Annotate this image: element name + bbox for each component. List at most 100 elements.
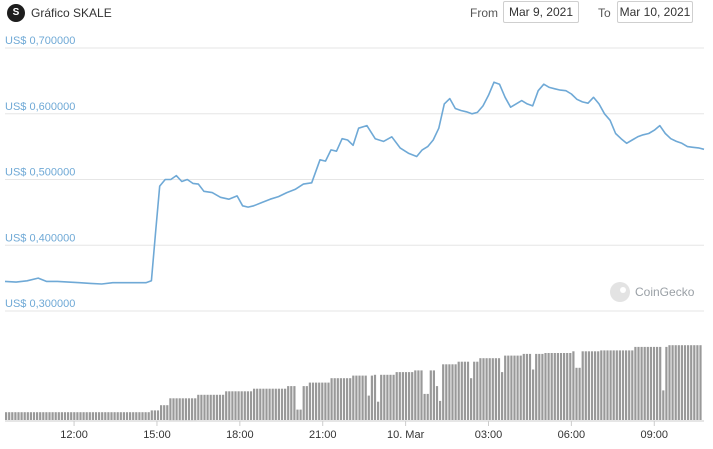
volume-bar — [414, 370, 417, 420]
y-tick-label: US$ 0,500000 — [5, 167, 75, 179]
price-line — [4, 81, 705, 285]
volume-bar — [668, 345, 671, 420]
volume-bar — [355, 375, 358, 420]
volume-bar — [156, 410, 160, 420]
volume-bar — [451, 364, 454, 420]
volume-bar — [401, 372, 404, 420]
volume-bar — [76, 412, 79, 420]
volume-bar — [318, 382, 321, 420]
volume-bar — [671, 345, 674, 420]
volume-bar — [590, 351, 594, 420]
volume-bar — [550, 353, 553, 420]
volume-bar — [271, 388, 274, 420]
volume-bar — [364, 375, 367, 420]
volume-bar — [262, 388, 265, 420]
volume-bar — [259, 388, 262, 420]
volume-bar — [680, 345, 683, 420]
volume-bar — [488, 358, 491, 420]
volume-bar — [132, 412, 135, 420]
volume-bar — [457, 361, 460, 420]
volume-bar — [305, 386, 308, 420]
volume-bar — [191, 398, 194, 421]
volume-bar — [45, 412, 48, 420]
volume-bar — [274, 388, 277, 420]
volume-bar — [547, 353, 550, 420]
volume-bar — [404, 372, 408, 420]
volume-bar — [581, 351, 584, 420]
volume-bar — [683, 345, 687, 420]
volume-bar — [373, 374, 377, 420]
volume-bar — [652, 346, 656, 420]
volume-bar — [237, 391, 240, 420]
volume-bar — [91, 412, 94, 420]
volume-bar — [395, 372, 398, 420]
volume-bar — [361, 375, 364, 420]
volume-bar — [513, 355, 516, 420]
volume-bar — [169, 398, 172, 421]
volume-bar — [8, 412, 11, 420]
volume-bar — [11, 412, 14, 420]
volume-bar — [631, 350, 634, 420]
volume-bar — [125, 412, 129, 420]
coingecko-watermark: CoinGecko — [610, 282, 695, 302]
volume-bar — [358, 375, 361, 420]
volume-bar — [535, 353, 538, 420]
volume-bar — [228, 391, 231, 420]
volume-bar — [268, 388, 271, 420]
volume-bar — [215, 394, 218, 420]
volume-bar — [584, 351, 587, 420]
volume-bar — [17, 412, 20, 420]
volume-bar — [73, 412, 76, 420]
chart-header: S Gráfico SKALE From To — [0, 0, 713, 28]
volume-bar — [222, 394, 225, 420]
volume-bar — [212, 394, 215, 420]
volume-bar — [491, 358, 494, 420]
volume-bar — [277, 388, 280, 420]
volume-bar — [594, 351, 597, 420]
volume-bar — [57, 412, 60, 420]
volume-bar — [315, 382, 318, 420]
volume-bar — [448, 364, 451, 420]
volume-bar — [225, 391, 228, 420]
volume-bar — [532, 369, 535, 420]
volume-bar — [48, 412, 51, 420]
from-date-input[interactable] — [503, 1, 579, 23]
volume-bar — [606, 350, 609, 420]
volume-bar — [249, 391, 253, 420]
volume-bar — [497, 358, 501, 420]
volume-bar — [60, 412, 63, 420]
volume-bar — [349, 378, 352, 420]
volume-bar — [178, 398, 181, 421]
y-tick-label: US$ 0,400000 — [5, 232, 75, 244]
volume-bar — [246, 391, 249, 420]
volume-bar — [411, 372, 414, 420]
volume-bar — [113, 412, 116, 420]
volume-bar — [603, 350, 606, 420]
volume-bar — [389, 374, 392, 420]
volume-bar — [175, 398, 178, 421]
volume-bar — [476, 361, 479, 420]
volume-bar — [432, 370, 435, 420]
volume-bar — [528, 353, 532, 420]
volume-bar — [370, 375, 373, 420]
volume-bar — [94, 412, 98, 420]
volume-bar — [659, 346, 662, 420]
volume-bar — [507, 355, 510, 420]
volume-bar — [643, 346, 646, 420]
volume-bar — [243, 391, 246, 420]
volume-bar — [14, 412, 17, 420]
volume-bar — [566, 353, 569, 420]
volume-bar — [541, 353, 544, 420]
volume-bar — [327, 382, 330, 420]
volume-bar — [426, 393, 429, 420]
volume-bar — [342, 378, 346, 420]
volume-bar — [181, 398, 184, 421]
volume-bar — [330, 378, 333, 420]
volume-bar — [296, 409, 299, 420]
volume-bar — [504, 355, 507, 420]
to-date-input[interactable] — [617, 1, 693, 23]
to-label: To — [598, 6, 611, 20]
volume-bar — [339, 378, 342, 420]
volume-bar — [609, 350, 612, 420]
